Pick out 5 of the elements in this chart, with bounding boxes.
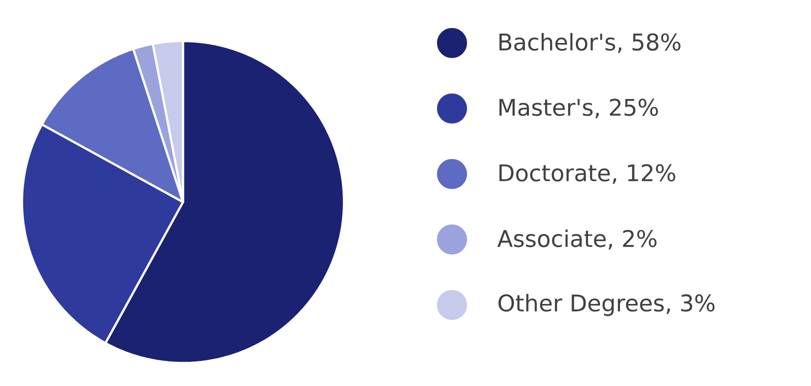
legend-label: Associate, 2% bbox=[497, 229, 657, 250]
legend-label: Master's, 25% bbox=[499, 98, 658, 118]
legend-label: Bachelor's, 58% bbox=[499, 32, 680, 54]
legend-label: Doctorate, 12% bbox=[499, 164, 676, 184]
legend-label: Other Degrees, 3% bbox=[498, 294, 715, 316]
